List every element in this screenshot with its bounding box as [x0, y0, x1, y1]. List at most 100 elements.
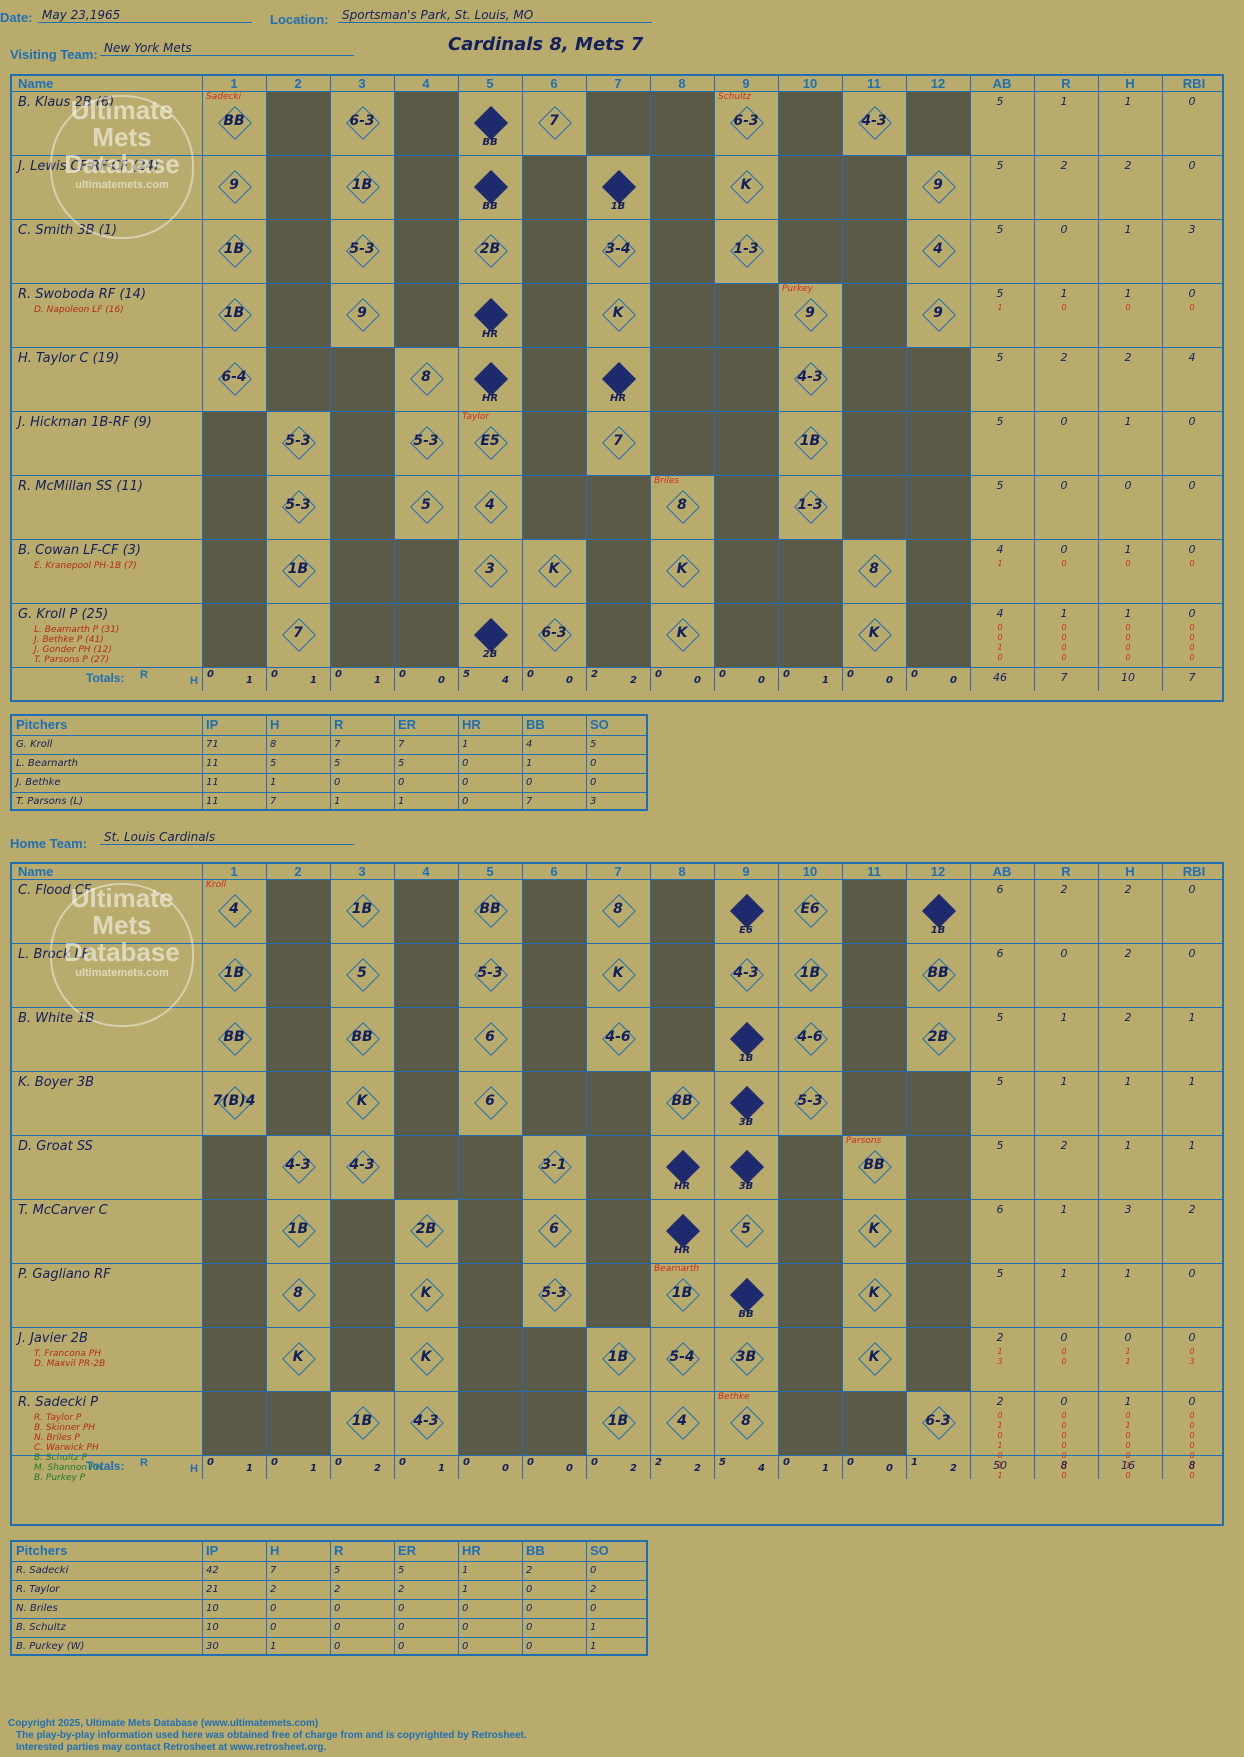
empty-inning-cell: [778, 220, 842, 284]
total-stat: 50: [993, 1459, 1007, 1472]
play-result: BB: [671, 1093, 693, 1109]
base-diamond: [666, 1150, 700, 1184]
grid-header-row: Name 1 2 3 4 5 6 7 8 9 10 11 12 AB R H RBI: [12, 864, 1222, 879]
location-label: Location:: [270, 12, 329, 27]
play-result: K: [292, 1349, 304, 1365]
substitute-name: T. Parsons P (27): [34, 655, 110, 665]
inning-runs: 0: [207, 669, 214, 680]
empty-inning-cell: [458, 1328, 522, 1392]
pitching-cell: 11: [206, 777, 219, 788]
substitute-stat: 0: [1125, 1431, 1131, 1440]
substitute-stat: 1: [997, 559, 1003, 568]
play-result: 4-3: [285, 1157, 311, 1173]
pitching-table: Pitchers IP H R ER HR BB SO R. Sadecki 42 7 5 5 1 2 0 R.…: [10, 1540, 648, 1656]
stat-header: RBI: [1182, 864, 1206, 879]
date-value: May 23,1965: [38, 8, 252, 23]
player-stat: 1: [1060, 287, 1068, 300]
inning-hits: 2: [374, 1463, 381, 1474]
empty-inning-cell: [394, 156, 458, 220]
pitching-cell: 0: [526, 1584, 533, 1595]
player-stat: 5: [996, 95, 1004, 108]
pitching-cell: 10: [206, 1622, 219, 1633]
inning-hits: 4: [502, 675, 509, 686]
base-diamond: [602, 362, 636, 396]
substitute-name: D. Napoleon LF (16): [34, 305, 124, 315]
pitching-cell: 0: [398, 1622, 405, 1633]
substitute-stat: 0: [1189, 1471, 1195, 1480]
empty-inning-cell: [458, 1200, 522, 1264]
pitching-cell: 0: [398, 777, 405, 788]
row-divider: [12, 283, 1222, 284]
empty-inning-cell: [394, 604, 458, 668]
empty-inning-cell: [650, 348, 714, 412]
base-diamond: [474, 362, 508, 396]
play-result: 1B: [799, 433, 821, 449]
pitching-cell: 0: [590, 777, 597, 788]
play-result: K: [548, 561, 560, 577]
pitcher-change-note: Kroll: [206, 880, 227, 890]
logo-line: Ultimate: [70, 95, 174, 125]
pitching-column-divider: [330, 1542, 331, 1654]
pitching-cell: 0: [270, 1622, 277, 1633]
empty-inning-cell: [778, 1392, 842, 1456]
column-divider: [394, 76, 395, 691]
empty-inning-cell: [586, 476, 650, 540]
empty-inning-cell: [778, 604, 842, 668]
play-result: 3-4: [605, 241, 631, 257]
stat-header: RBI: [1182, 76, 1206, 91]
play-result: BB: [479, 901, 501, 917]
play-result: 4-3: [861, 113, 887, 129]
play-result: 5-3: [541, 1285, 567, 1301]
play-result: 9: [933, 305, 943, 321]
retrosheet-contact-line: Interested parties may contact Retroshee…: [16, 1742, 327, 1753]
inning-runs: 0: [335, 669, 342, 680]
play-result: 3B: [738, 1181, 754, 1192]
pitcher-change-note: Parsons: [846, 1136, 882, 1146]
substitute-name: B. Purkey P: [34, 1473, 86, 1483]
empty-inning-cell: [202, 1136, 266, 1200]
empty-inning-cell: [394, 92, 458, 156]
column-divider: [522, 76, 523, 691]
player-stat: 5: [996, 223, 1004, 236]
play-result: 1B: [799, 965, 821, 981]
play-result: BB: [927, 965, 949, 981]
pitching-cell: 0: [526, 1603, 533, 1614]
inning-header: 8: [678, 864, 686, 879]
empty-inning-cell: [586, 1136, 650, 1200]
empty-inning-cell: [394, 880, 458, 944]
pitching-cell: T. Parsons (L): [16, 796, 83, 807]
pitching-cell: 1: [270, 1641, 277, 1652]
logo-line: Mets: [92, 122, 152, 152]
inning-runs: 5: [719, 1457, 726, 1468]
pitching-column-divider: [394, 716, 395, 809]
column-divider: [522, 864, 523, 1479]
inning-hits: 0: [566, 675, 573, 686]
play-result: 6: [549, 1221, 559, 1237]
empty-inning-cell: [778, 1136, 842, 1200]
empty-inning-cell: [714, 476, 778, 540]
play-result: 5-3: [797, 1093, 823, 1109]
play-result: 8: [677, 497, 687, 513]
player-stat: 1: [1124, 1395, 1132, 1408]
empty-inning-cell: [842, 348, 906, 412]
substitute-stat: 3: [1189, 1357, 1195, 1366]
inning-header: 4: [422, 864, 430, 879]
substitute-stat: 0: [997, 653, 1003, 662]
player-stat: 2: [1060, 159, 1068, 172]
stat-header: H: [1125, 76, 1135, 91]
play-result: BB: [738, 1309, 754, 1320]
player-name: R. Sadecki P: [18, 1395, 99, 1410]
pitching-cell: 1: [590, 1641, 597, 1652]
pitching-cell: N. Briles: [16, 1603, 58, 1614]
empty-inning-cell: [266, 220, 330, 284]
player-stat: 2: [1188, 1203, 1196, 1216]
empty-inning-cell: [394, 1072, 458, 1136]
inning-hits: 0: [950, 675, 957, 686]
empty-inning-cell: [202, 1264, 266, 1328]
play-result: K: [868, 1221, 880, 1237]
inning-header: 7: [614, 864, 622, 879]
substitute-stat: 0: [1061, 633, 1067, 642]
inning-header: 1: [230, 76, 238, 91]
play-result: 1B: [351, 1413, 373, 1429]
inning-runs: 0: [527, 669, 534, 680]
